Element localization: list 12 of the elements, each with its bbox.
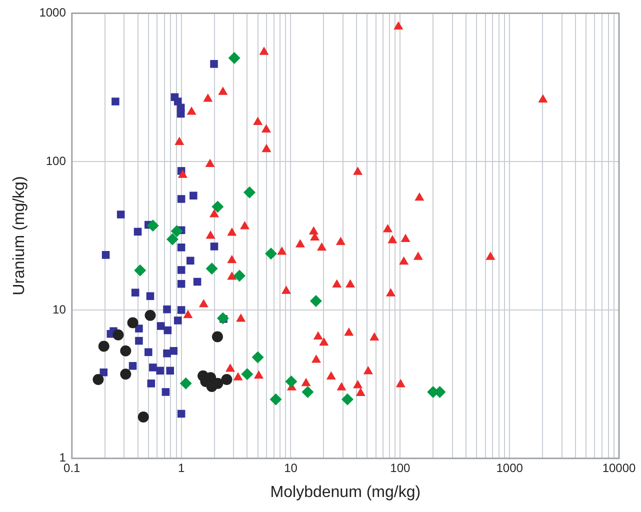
y-axis-title: Uranium (mg/kg) <box>11 176 28 296</box>
y-tick-label: 100 <box>46 154 66 168</box>
x-tick-label: 0.1 <box>64 460 81 475</box>
x-tick-label: 10 <box>284 460 298 475</box>
y-tick-label: 1 <box>59 450 66 465</box>
x-tick-label: 100 <box>390 460 410 475</box>
x-axis-title: Molybdenum (mg/kg) <box>270 484 421 501</box>
y-tick-label: 10 <box>52 302 66 316</box>
x-tick-label: 1 <box>178 460 185 475</box>
x-tick-label: 1000 <box>496 460 524 475</box>
x-tick-label: 10000 <box>602 460 636 475</box>
y-tick-label: 1000 <box>39 6 66 20</box>
